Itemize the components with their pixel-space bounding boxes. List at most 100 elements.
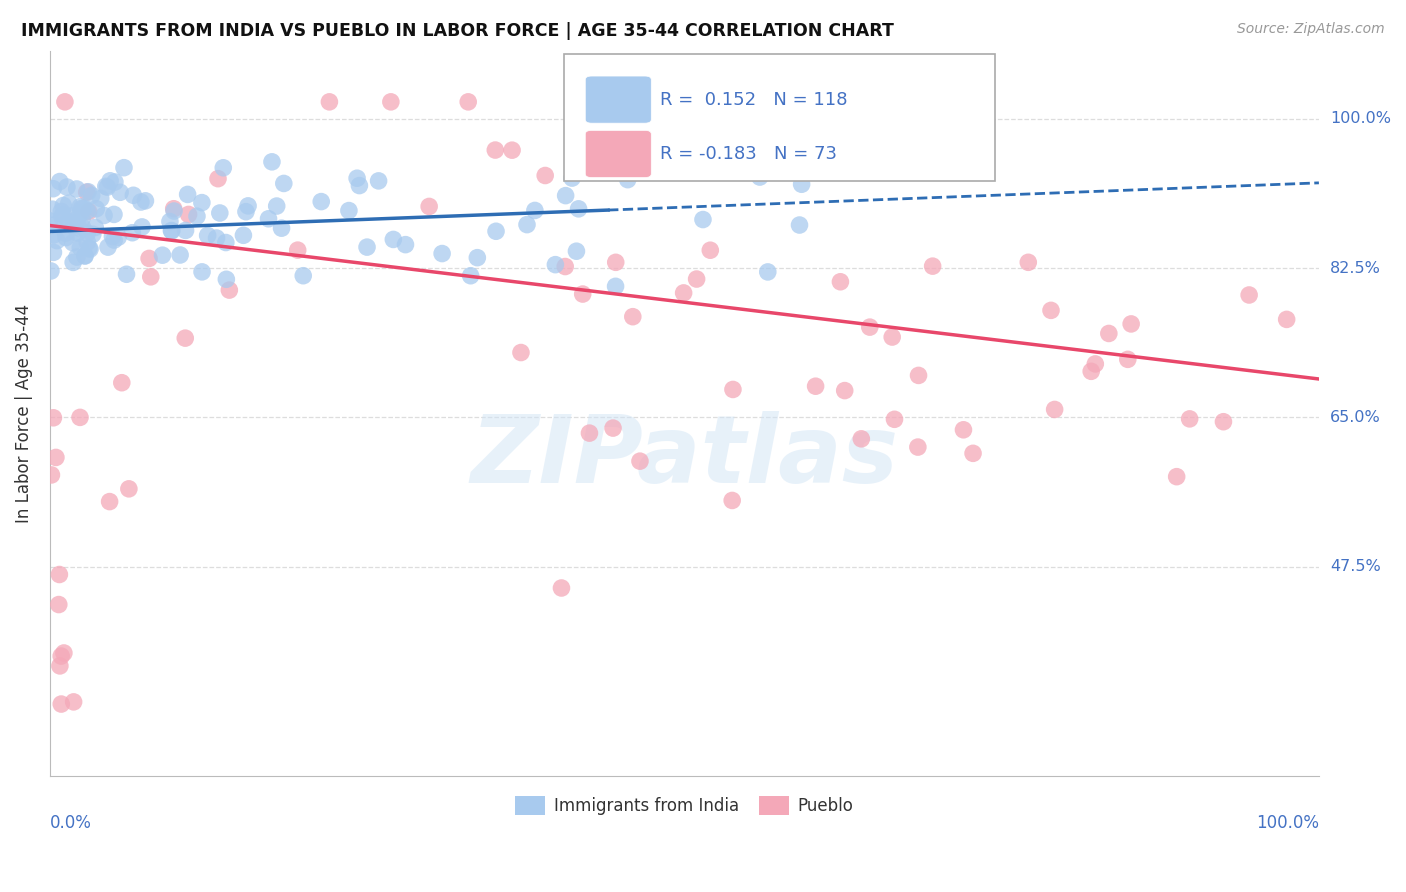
- Point: [394, 237, 416, 252]
- Point: [756, 265, 779, 279]
- Point: [42, 182, 65, 196]
- Point: [98, 174, 121, 188]
- Point: [191, 265, 214, 279]
- Point: [76, 235, 98, 249]
- Point: [212, 161, 235, 175]
- Point: [207, 171, 229, 186]
- Point: [692, 212, 714, 227]
- Point: [42, 245, 65, 260]
- Point: [84, 202, 107, 216]
- Point: [62, 695, 84, 709]
- Point: [42, 410, 65, 425]
- Point: [215, 272, 238, 286]
- Text: 100.0%: 100.0%: [1256, 814, 1319, 832]
- Point: [628, 454, 651, 468]
- Point: [1098, 326, 1121, 341]
- Point: [260, 154, 283, 169]
- Point: [44, 218, 66, 232]
- Point: [73, 201, 96, 215]
- Point: [82, 227, 104, 242]
- Point: [516, 218, 538, 232]
- Point: [501, 143, 523, 157]
- Point: [544, 258, 567, 272]
- Point: [273, 177, 295, 191]
- Point: [66, 211, 89, 225]
- Point: [63, 216, 86, 230]
- Point: [418, 199, 440, 213]
- Point: [176, 187, 198, 202]
- Point: [42, 227, 65, 242]
- Text: 82.5%: 82.5%: [1330, 260, 1381, 276]
- Point: [93, 209, 115, 223]
- Point: [52, 208, 75, 222]
- Point: [197, 228, 219, 243]
- Point: [103, 233, 125, 247]
- Point: [215, 235, 238, 250]
- Point: [616, 172, 638, 186]
- Point: [104, 175, 127, 189]
- Point: [672, 285, 695, 300]
- Point: [56, 180, 79, 194]
- Point: [101, 229, 124, 244]
- Text: IMMIGRANTS FROM INDIA VS PUEBLO IN LABOR FORCE | AGE 35-44 CORRELATION CHART: IMMIGRANTS FROM INDIA VS PUEBLO IN LABOR…: [21, 22, 894, 40]
- Point: [1116, 352, 1139, 367]
- Point: [169, 248, 191, 262]
- Point: [205, 231, 228, 245]
- Point: [77, 241, 100, 255]
- Point: [131, 219, 153, 234]
- Point: [174, 223, 197, 237]
- Point: [69, 241, 91, 255]
- Point: [907, 440, 929, 454]
- Point: [66, 226, 89, 240]
- Point: [66, 250, 89, 264]
- Point: [163, 204, 186, 219]
- Point: [1043, 402, 1066, 417]
- Point: [129, 194, 152, 209]
- Point: [287, 243, 309, 257]
- Point: [49, 175, 72, 189]
- Point: [457, 95, 479, 109]
- Point: [134, 194, 156, 208]
- Point: [58, 215, 80, 229]
- Point: [962, 446, 984, 460]
- Point: [952, 423, 974, 437]
- Point: [69, 410, 91, 425]
- Point: [55, 226, 77, 240]
- Point: [1178, 412, 1201, 426]
- Point: [309, 194, 332, 209]
- Point: [859, 320, 882, 334]
- Point: [484, 143, 506, 157]
- Point: [51, 648, 73, 663]
- Point: [554, 260, 576, 274]
- Point: [1084, 357, 1107, 371]
- Point: [748, 169, 770, 184]
- Point: [602, 421, 624, 435]
- Point: [159, 214, 181, 228]
- Point: [1017, 255, 1039, 269]
- Point: [561, 171, 583, 186]
- Point: [177, 207, 200, 221]
- Point: [612, 162, 634, 177]
- Text: R = -0.183   N = 73: R = -0.183 N = 73: [661, 145, 837, 163]
- Point: [51, 697, 73, 711]
- Point: [41, 202, 63, 217]
- Point: [72, 220, 94, 235]
- Point: [605, 255, 627, 269]
- Point: [80, 188, 103, 202]
- Point: [121, 226, 143, 240]
- Point: [66, 182, 89, 196]
- Point: [39, 264, 62, 278]
- Point: [571, 287, 593, 301]
- Point: [621, 310, 644, 324]
- Point: [111, 376, 134, 390]
- FancyBboxPatch shape: [585, 76, 651, 123]
- Point: [139, 269, 162, 284]
- Point: [208, 206, 231, 220]
- Point: [38, 214, 60, 228]
- Point: [90, 192, 112, 206]
- Point: [356, 240, 378, 254]
- Point: [721, 383, 744, 397]
- Point: [73, 249, 96, 263]
- Point: [53, 95, 76, 109]
- Text: R =  0.152   N = 118: R = 0.152 N = 118: [661, 91, 848, 109]
